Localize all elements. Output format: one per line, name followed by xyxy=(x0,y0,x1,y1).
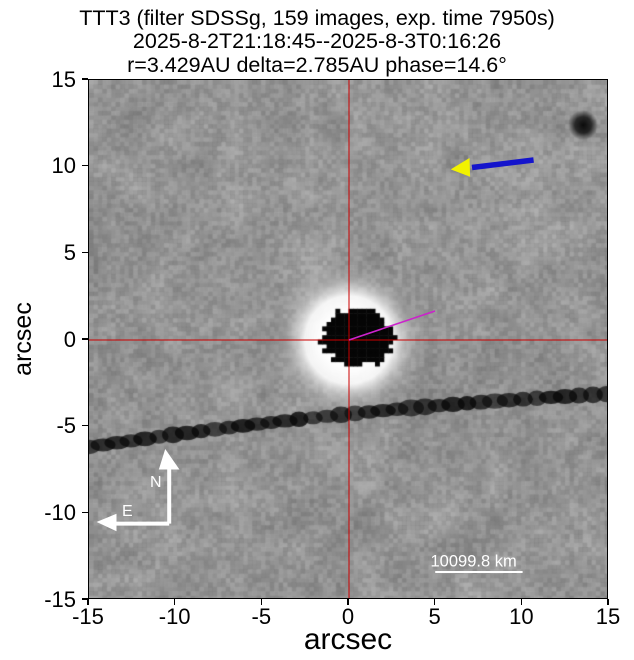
svg-text:E: E xyxy=(122,503,133,520)
svg-text:N: N xyxy=(150,474,162,491)
svg-text:arcsec: arcsec xyxy=(9,302,37,376)
svg-text:10099.8 km: 10099.8 km xyxy=(431,553,517,571)
